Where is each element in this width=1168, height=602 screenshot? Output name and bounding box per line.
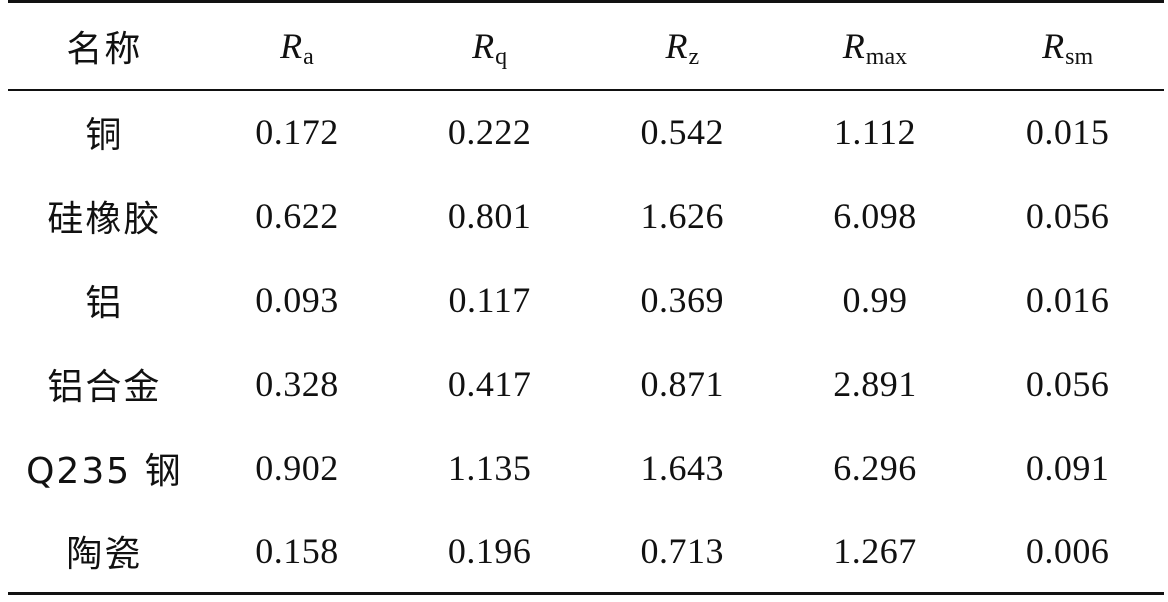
value-rq: 0.417 [447,363,532,404]
material-name: 硅橡胶 [47,198,162,240]
table-row: 铝合金 0.328 0.417 0.871 2.891 0.056 [8,342,1164,426]
header-rz: Rz [585,0,779,91]
value-rsm: 0.056 [1025,195,1110,236]
material-name: 铝 [85,282,124,324]
value-rq: 0.117 [448,279,531,320]
value-rq: 1.135 [447,447,532,488]
header-subscript: max [865,43,908,70]
value-ra: 0.172 [255,112,339,152]
value-rsm: 0.056 [1025,363,1110,404]
value-rz: 0.871 [640,363,725,404]
header-symbol: R [472,25,495,66]
material-name: 陶瓷 [8,509,201,595]
value-ra: 0.158 [200,509,394,595]
roughness-table: 名称 Ra Rq Rz Rmax Rsm 铜 0.172 0.222 0.542… [8,0,1164,595]
value-rmax: 1.112 [833,112,917,152]
value-rq: 0.801 [447,195,532,236]
material-name: Q235 钢 [26,450,183,492]
header-subscript: z [688,43,700,70]
table-row: 陶瓷 0.158 0.196 0.713 1.267 0.006 [8,509,1164,595]
value-rq: 0.222 [447,112,532,152]
table-row: 铜 0.172 0.222 0.542 1.112 0.015 [8,90,1164,174]
header-subscript: a [303,43,314,70]
table-header-row: 名称 Ra Rq Rz Rmax Rsm [8,0,1164,91]
value-rsm: 0.091 [1025,447,1110,488]
table-row: Q235 钢 0.902 1.135 1.643 6.296 0.091 [8,426,1164,510]
header-symbol: R [1042,25,1065,66]
table-row: 硅橡胶 0.622 0.801 1.626 6.098 0.056 [8,174,1164,258]
value-rz: 1.643 [640,447,725,488]
value-rmax: 1.267 [778,509,972,595]
roughness-table-container: 名称 Ra Rq Rz Rmax Rsm 铜 0.172 0.222 0.542… [8,0,1164,602]
header-name-label: 名称 [66,28,143,70]
header-subscript: q [495,43,508,70]
value-ra: 0.622 [255,195,339,236]
table-row: 铝 0.093 0.117 0.369 0.99 0.016 [8,258,1164,342]
value-rq: 0.196 [393,509,586,595]
material-name: 铜 [85,115,124,156]
header-rmax: Rmax [778,0,972,91]
header-symbol: R [665,25,688,66]
value-rsm: 0.015 [1025,112,1110,152]
header-symbol: R [842,25,865,66]
value-rz: 0.369 [640,279,725,320]
value-rsm: 0.006 [971,509,1164,595]
header-symbol: R [280,25,303,66]
value-rz: 1.626 [640,195,725,236]
value-ra: 0.093 [255,279,339,320]
header-ra: Ra [200,0,394,91]
header-rq: Rq [393,0,586,91]
header-subscript: sm [1065,43,1094,70]
value-rmax: 2.891 [833,363,917,404]
material-name: 铝合金 [47,366,162,408]
value-rsm: 0.016 [1025,279,1110,320]
value-rmax: 0.99 [842,279,908,320]
value-rmax: 6.296 [833,447,917,488]
value-rz: 0.713 [585,509,779,595]
header-rsm: Rsm [971,0,1164,91]
value-rmax: 6.098 [833,195,917,236]
value-ra: 0.328 [255,363,339,404]
header-name: 名称 [8,0,201,91]
value-ra: 0.902 [255,447,339,488]
value-rz: 0.542 [640,112,725,152]
